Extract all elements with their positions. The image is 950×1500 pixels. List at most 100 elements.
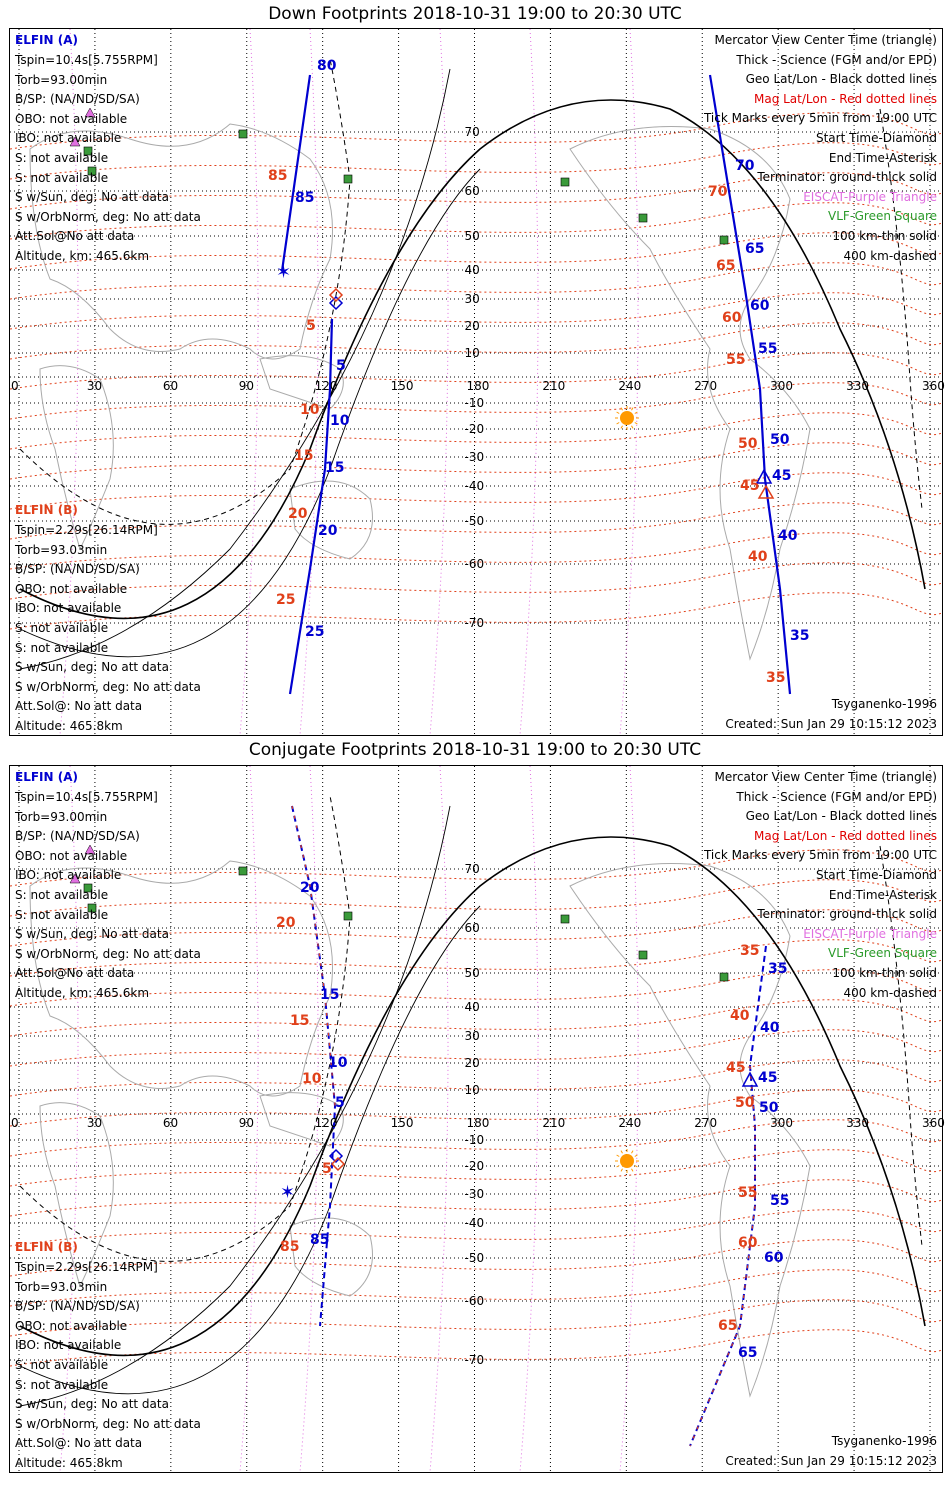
- elfin-b-info-line: S: not available: [15, 1358, 109, 1372]
- sun-ray: [634, 422, 638, 425]
- elfin-b-info-line: S w/OrbNorm, deg: No att data: [15, 1416, 201, 1431]
- legend-line: Geo Lat/Lon - Black dotted lines: [745, 809, 937, 824]
- coastline: [259, 355, 344, 410]
- track-b2-time-label: 45: [740, 478, 760, 494]
- vlf-square-icon: [238, 129, 248, 139]
- mag-latitude: [10, 382, 942, 420]
- lat-tick-label: 20: [464, 319, 480, 333]
- sun-disk: [620, 1154, 634, 1168]
- elfin-a-info-line: OBO: not available: [15, 848, 128, 863]
- lon-tick-label: 60: [162, 1116, 179, 1130]
- track-a2-time-label: 40: [760, 1020, 780, 1036]
- lon-tick-label: 270: [694, 1116, 718, 1130]
- coastline: [29, 860, 333, 1097]
- lat-tick-label: -20: [464, 422, 485, 436]
- lon-tick-label: 60: [162, 379, 179, 393]
- track-b2-time-label: 55: [726, 352, 746, 368]
- lat-tick-label: 40: [464, 1000, 480, 1014]
- end-asterisk-icon: ✶: [276, 262, 291, 283]
- created-label: Created: Sun Jan 29 10:15:12 2023: [725, 1454, 937, 1468]
- mag-latitude: [10, 1299, 942, 1337]
- elfin-b-name: ELFIN (B): [15, 503, 78, 517]
- mag-latitude: [10, 592, 942, 630]
- coastline: [39, 365, 114, 551]
- track-b-time-label: 10: [302, 1071, 322, 1087]
- terminator-100km: [19, 905, 481, 1395]
- center-triangle-mag-icon: [757, 484, 775, 499]
- legend-line: Geo Lat/Lon - Black dotted lines: [745, 72, 937, 87]
- mag-latitude: [10, 472, 942, 510]
- lat-tick-label: -70: [464, 1353, 485, 1367]
- lon-tick-label: 180: [466, 379, 490, 393]
- track-b2-time-label: 55: [738, 1185, 758, 1201]
- lon-tick-label: 270: [694, 379, 718, 393]
- horizon-100km: [19, 68, 451, 670]
- sun-ray: [631, 1150, 634, 1154]
- track-a2: [708, 74, 792, 695]
- coastline: [289, 1217, 373, 1297]
- lat-tick-label: 30: [464, 1029, 480, 1043]
- track-a-time-label: 5: [335, 1095, 345, 1111]
- mag-latitude: [10, 1329, 942, 1367]
- track-b-time-label: 85: [280, 1239, 300, 1255]
- elfin-b-info-line: Torb=93.03min: [15, 542, 108, 557]
- track-b2-time-label: 50: [738, 436, 758, 452]
- lon-tick-label: 240: [618, 379, 642, 393]
- legend-line: EISCAT-Purple Triangle: [803, 926, 937, 941]
- legend-line: EISCAT-Purple Triangle: [803, 189, 937, 204]
- track-a-time-label: 15: [320, 987, 340, 1003]
- lon-tick-label: 0: [11, 379, 19, 393]
- lat-tick-label: -20: [464, 1159, 485, 1173]
- elfin-b-info-line: Tspin=2.29s[26.14RPM]: [15, 523, 158, 537]
- lon-tick-label: 300: [770, 379, 794, 393]
- track-b-time-label: 5: [322, 1161, 332, 1177]
- sun-icon: [615, 1149, 639, 1173]
- track-b-north: [291, 805, 336, 1107]
- elfin-b-info-line: S: not available: [15, 1377, 109, 1392]
- mag-latitude: [10, 1149, 942, 1187]
- mag-latitude: [10, 1059, 942, 1097]
- track-b2-time-label: 45: [726, 1060, 746, 1076]
- track-a-time-label: 5: [336, 358, 346, 374]
- lat-tick-label: -60: [464, 557, 485, 571]
- coastlines: [29, 123, 811, 661]
- lat-tick-label: 10: [464, 1083, 480, 1097]
- sun-ray: [634, 411, 638, 414]
- coastline: [569, 863, 811, 1398]
- track-b2-time-label: 65: [716, 258, 736, 274]
- lon-tick-label: 360: [922, 1116, 945, 1130]
- legend-line: Terminator: ground-thick solid: [757, 170, 937, 185]
- title-conjugate: Conjugate Footprints 2018-10-31 19:00 to…: [248, 740, 702, 760]
- terminator-400km: [19, 795, 351, 1262]
- vlf-square-icon: [719, 972, 729, 982]
- mag-latitude: [10, 262, 942, 300]
- sun-ray: [616, 1154, 620, 1157]
- track-a2-time-label: 65: [738, 1345, 758, 1361]
- lat-tick-label: 30: [464, 292, 480, 306]
- legend-line: Mercator View Center Time (triangle): [714, 770, 937, 784]
- track-a-south: [288, 318, 334, 695]
- terminator-ground: [19, 99, 926, 620]
- coastline: [39, 1102, 114, 1288]
- end-asterisk-icon: ✶: [280, 1182, 295, 1203]
- legend-line: End Time-Asterisk: [828, 887, 937, 902]
- vlf-square-icon: [343, 174, 353, 184]
- lat-tick-label: 50: [464, 966, 480, 980]
- coastline: [29, 123, 333, 360]
- lon-tick-label: 120: [314, 1116, 338, 1130]
- panel-down: ✶ 0 30 60 90 120 150 180 210 240 270 300 330 360 70 60 5…: [9, 28, 945, 736]
- legend-line: 400 km-dashed: [843, 248, 937, 263]
- legend-line: End Time-Asterisk: [828, 150, 937, 165]
- track-b-time-label: 10: [300, 402, 320, 418]
- sun-ray: [631, 407, 634, 411]
- start-diamond-icon: [328, 1148, 344, 1164]
- mag-latitude: [10, 142, 942, 180]
- legend-line: Start Time-Diamond: [815, 868, 937, 882]
- lon-tick-label: 180: [466, 1116, 490, 1130]
- eiscat-triangle-icon: [69, 873, 81, 884]
- mag-latitude: [10, 322, 942, 360]
- elfin-a-info-line: S w/Sun, deg: No att data: [15, 190, 169, 205]
- legend-line: Mercator View Center Time (triangle): [714, 33, 937, 47]
- lon-tick-label: 300: [770, 1116, 794, 1130]
- track-b2-time-label: 65: [718, 1318, 738, 1334]
